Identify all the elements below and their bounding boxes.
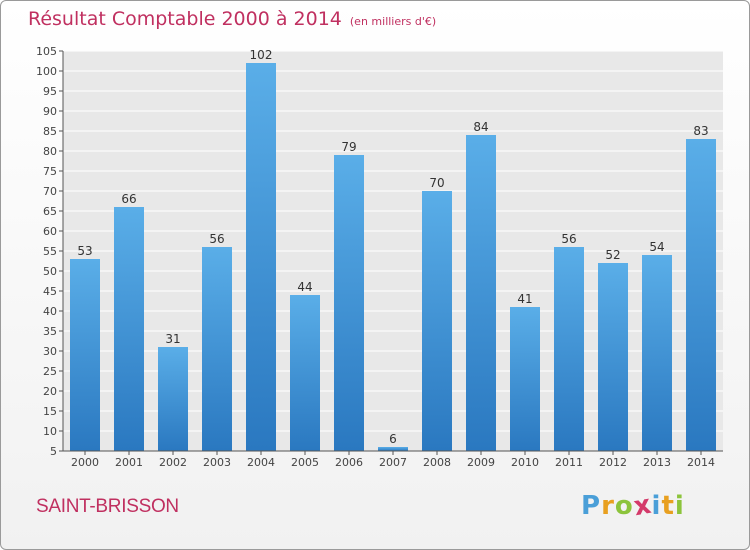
y-tick-label: 25 — [43, 365, 57, 378]
data-label: 52 — [605, 248, 620, 262]
brand-letter: i — [651, 491, 662, 521]
y-tick-label: 15 — [43, 405, 57, 418]
y-tick-label: 5 — [50, 445, 57, 458]
data-label: 31 — [165, 332, 180, 346]
y-tick-label: 30 — [43, 345, 57, 358]
bar-2000 — [70, 259, 100, 451]
x-tick-label: 2011 — [555, 456, 583, 469]
y-tick-label: 35 — [43, 325, 57, 338]
bar-2014 — [686, 139, 716, 451]
y-tick-label: 45 — [43, 285, 57, 298]
chart-subtitle: (en milliers d'€) — [349, 15, 437, 28]
y-tick-label: 95 — [43, 85, 57, 98]
y-tick-label: 75 — [43, 165, 57, 178]
data-label: 56 — [209, 232, 224, 246]
data-label: 70 — [429, 176, 444, 190]
y-tick-label: 10 — [43, 425, 57, 438]
brand-letter: r — [601, 491, 615, 521]
y-tick-label: 55 — [43, 245, 57, 258]
y-tick-label: 85 — [43, 125, 57, 138]
x-tick-label: 2004 — [247, 456, 275, 469]
commune-name: SAINT-BRISSON — [36, 496, 179, 517]
bars: 53 66 31 56 102 44 79 6 70 84 41 56 52 54 83 — [70, 48, 716, 451]
x-tick-label: 2003 — [203, 456, 231, 469]
x-tick-label: 2013 — [643, 456, 671, 469]
x-tick-label: 2007 — [379, 456, 407, 469]
bar-2005 — [290, 295, 320, 451]
x-tick-label: 2005 — [291, 456, 319, 469]
data-label: 102 — [250, 48, 273, 62]
bar-2007 — [378, 447, 408, 451]
y-tick-label: 60 — [43, 225, 57, 238]
y-tick-label: 105 — [36, 45, 57, 58]
bar-2010 — [510, 307, 540, 451]
data-label: 44 — [297, 280, 312, 294]
x-tick-label: 2010 — [511, 456, 539, 469]
bar-2004 — [246, 63, 276, 451]
y-tick-label: 80 — [43, 145, 57, 158]
x-tick-label: 2001 — [115, 456, 143, 469]
data-label: 56 — [561, 232, 576, 246]
y-tick-label: 40 — [43, 305, 57, 318]
bar-2001 — [114, 207, 144, 451]
x-tick-label: 2014 — [687, 456, 715, 469]
bar-2003 — [202, 247, 232, 451]
x-tick-label: 2009 — [467, 456, 495, 469]
y-tick-label: 65 — [43, 205, 57, 218]
y-tick-label: 70 — [43, 185, 57, 198]
title-row: Résultat Comptable 2000 à 2014 (en millie… — [28, 8, 436, 30]
data-label: 41 — [517, 292, 532, 306]
y-axis: 5 10 15 20 25 30 35 40 45 50 55 60 65 70 75 80 85 90 95 100… — [36, 45, 64, 458]
brand-letter: i — [674, 491, 685, 521]
x-tick-label: 2012 — [599, 456, 627, 469]
bar-2006 — [334, 155, 364, 451]
bar-2013 — [642, 255, 672, 451]
brand-letter: P — [581, 491, 602, 521]
data-label: 66 — [121, 192, 136, 206]
bar-2008 — [422, 191, 452, 451]
bar-2002 — [158, 347, 188, 451]
y-tick-label: 90 — [43, 105, 57, 118]
data-label: 83 — [693, 124, 708, 138]
data-label: 84 — [473, 120, 488, 134]
brand-letter: t — [661, 491, 675, 521]
x-tick-label: 2002 — [159, 456, 187, 469]
x-tick-label: 2008 — [423, 456, 451, 469]
brand-logo: Proxiti — [581, 490, 685, 523]
bar-2011 — [554, 247, 584, 451]
data-label: 6 — [389, 432, 397, 446]
bar-2009 — [466, 135, 496, 451]
bar-2012 — [598, 263, 628, 451]
y-tick-label: 50 — [43, 265, 57, 278]
data-label: 79 — [341, 140, 356, 154]
x-axis: 2000 2001 2002 2003 2004 2005 2006 2007 2008 2009… — [63, 450, 723, 469]
brand-letter: o — [614, 491, 634, 521]
x-tick-label: 2006 — [335, 456, 363, 469]
y-tick-label: 100 — [36, 65, 57, 78]
x-tick-label: 2000 — [71, 456, 99, 469]
data-label: 53 — [77, 244, 92, 258]
y-tick-label: 20 — [43, 385, 57, 398]
data-label: 54 — [649, 240, 664, 254]
chart-title: Résultat Comptable 2000 à 2014 — [28, 8, 342, 30]
